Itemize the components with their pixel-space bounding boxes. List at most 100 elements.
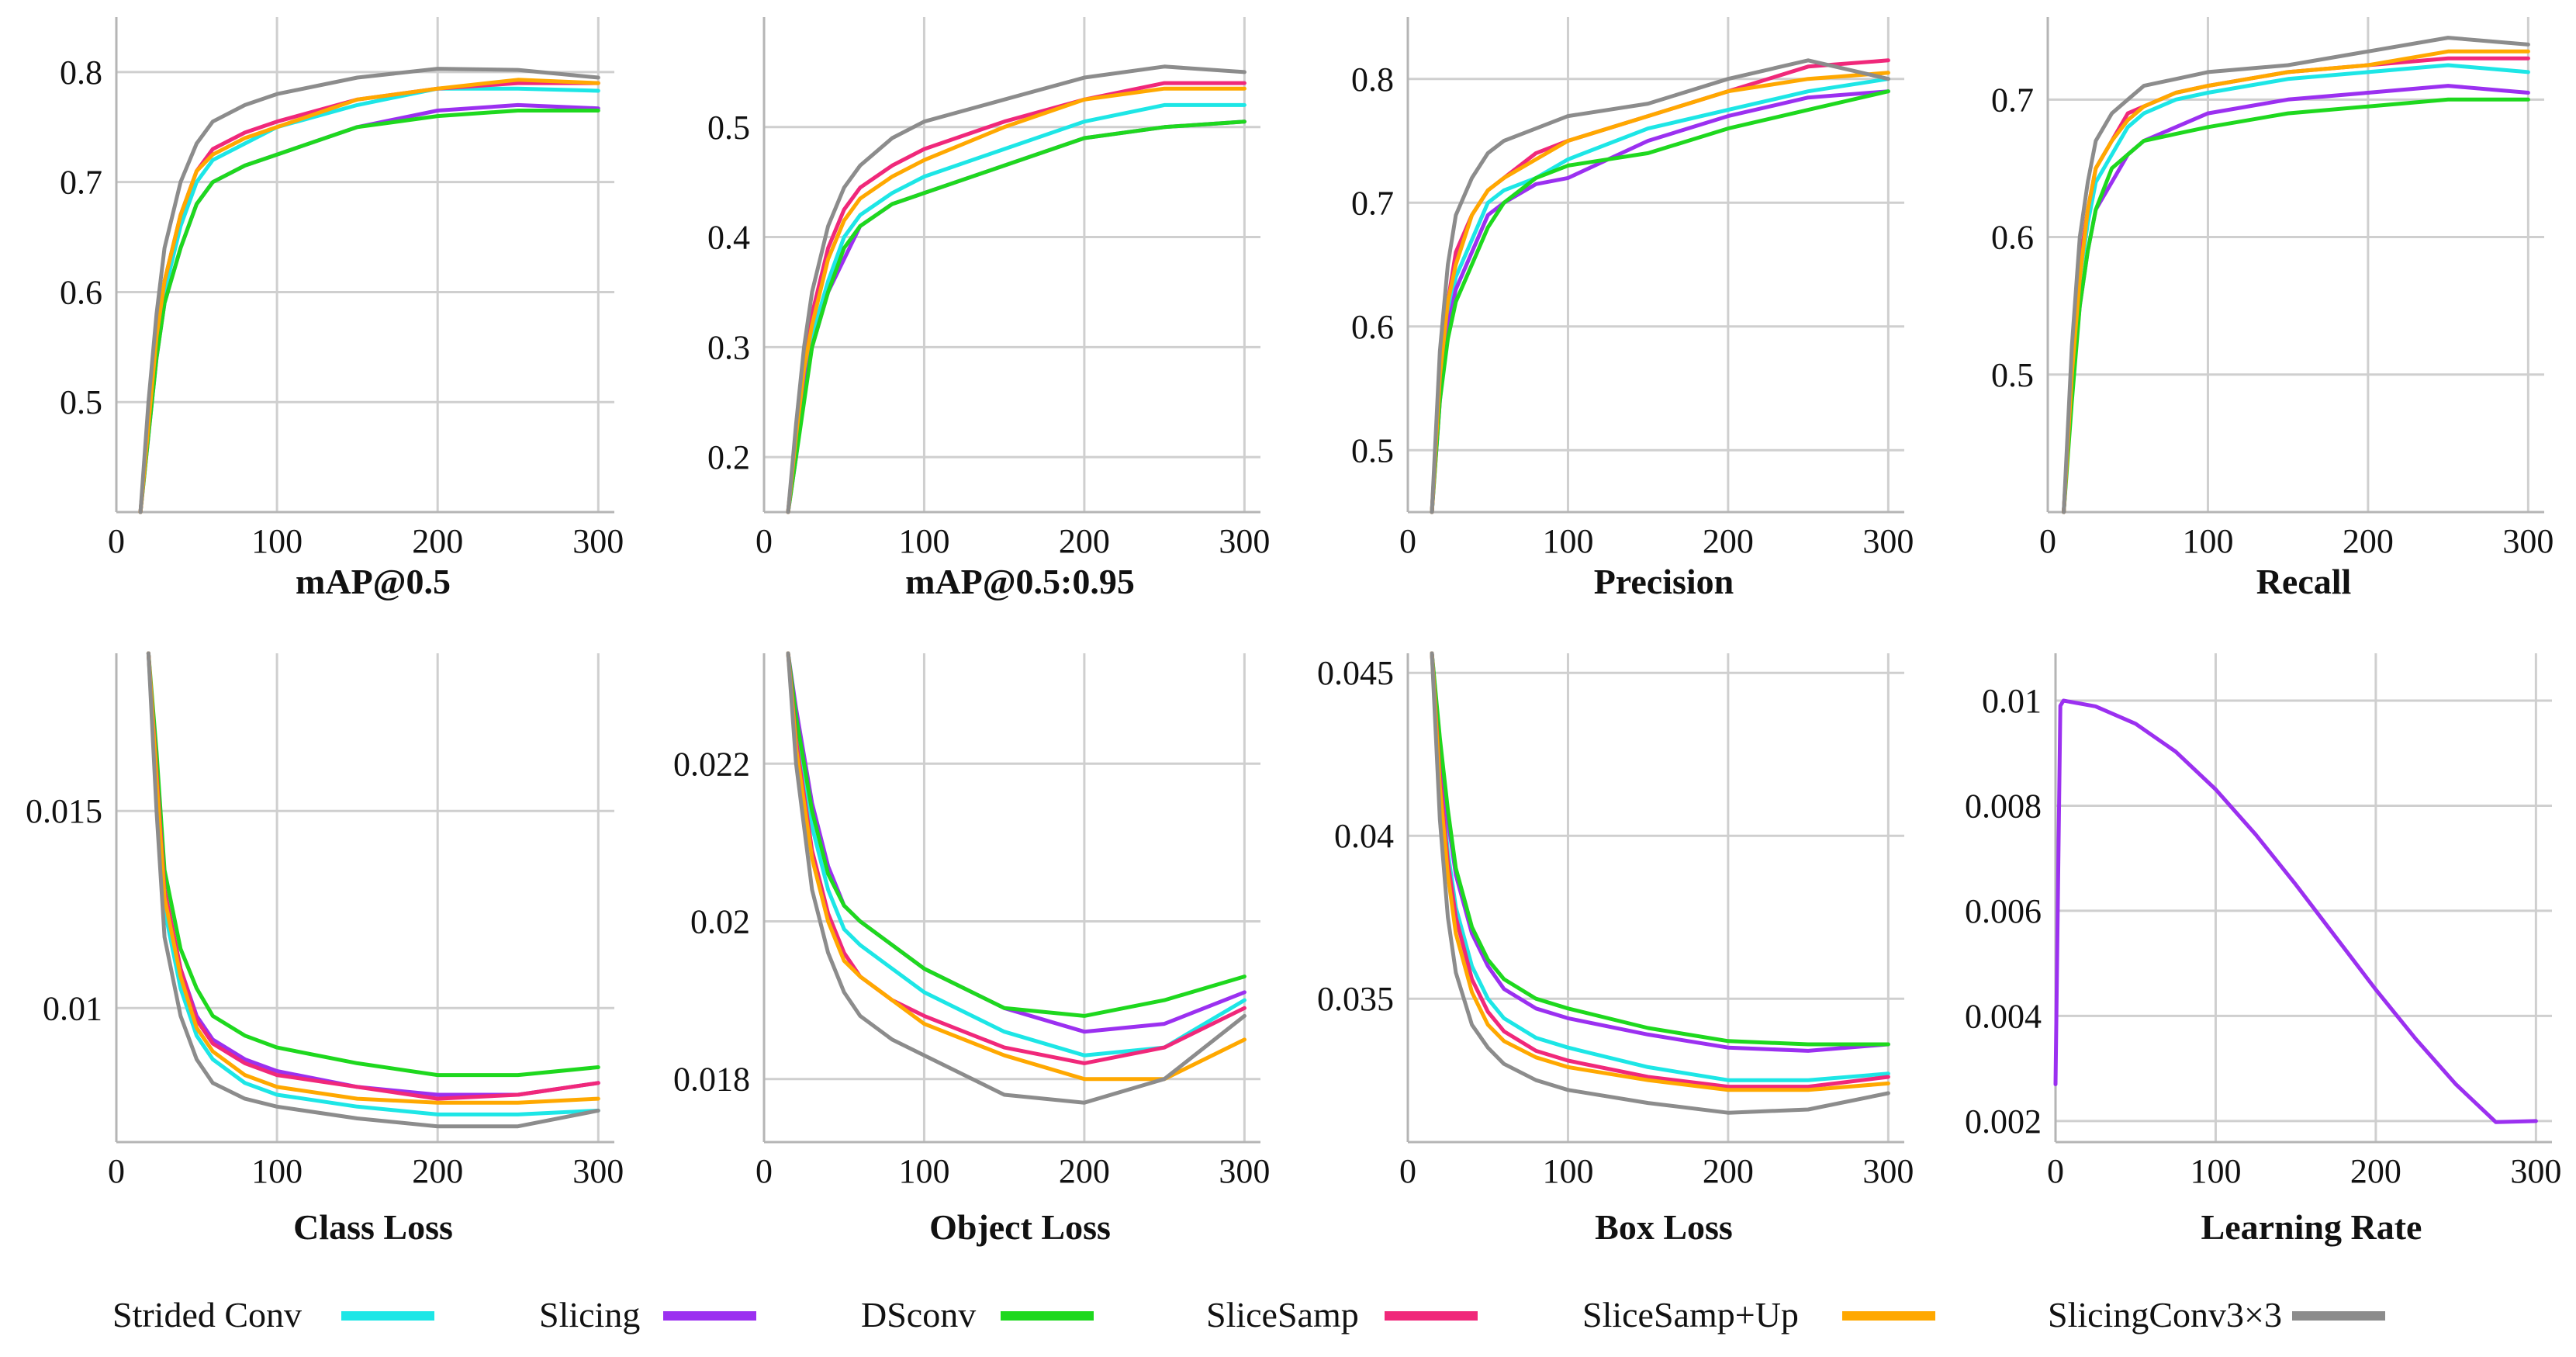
series-line-strided-conv	[786, 102, 1247, 514]
series-line-slicingconv3-3	[1430, 651, 1890, 1115]
x-tick-label: 0	[1399, 1152, 1416, 1190]
x-tick-label: 300	[1862, 1152, 1914, 1190]
series-line-dsconv	[2062, 97, 2530, 514]
x-tick-label: 300	[572, 522, 624, 560]
y-tick-label: 0.5	[1351, 431, 1394, 469]
series-line-dsconv	[1430, 89, 1890, 514]
series-line-slicesamp-up	[1430, 71, 1890, 514]
y-tick-label: 0.035	[1317, 980, 1394, 1018]
y-tick-label: 0.6	[60, 273, 102, 311]
x-tick-label: 100	[1542, 522, 1593, 560]
series-line-strided-conv	[1430, 651, 1890, 1082]
chart-boxloss: 0.035 0.04 0.045 0 100 200 300 Box Loss	[1317, 651, 1914, 1247]
series-line-slicesamp-up	[138, 78, 600, 514]
series-line-slicing	[2053, 698, 2538, 1124]
x-tick-label: 0	[756, 522, 773, 560]
x-tick-label: 0	[2047, 1152, 2064, 1190]
chart-objloss: 0.018 0.02 0.022 0 100 200 300 Object Loss	[673, 651, 1270, 1247]
series-line-slicing	[146, 651, 600, 1097]
legend-item: SlicingConv3×3	[2048, 1295, 2385, 1334]
x-tick-label: 0	[108, 522, 125, 560]
chart-title: Recall	[2256, 562, 2352, 601]
x-tick-label: 300	[1219, 522, 1270, 560]
y-tick-label: 0.7	[60, 164, 102, 202]
legend-item: SliceSamp+Up	[1582, 1295, 1935, 1334]
y-tick-label: 0.7	[1351, 184, 1394, 222]
series-line-strided-conv	[786, 651, 1247, 1058]
x-tick-label: 0	[108, 1152, 125, 1190]
series-line-slicesamp	[786, 81, 1247, 514]
series-line-dsconv	[146, 651, 600, 1078]
series-line-dsconv	[138, 109, 600, 514]
chart-title: Box Loss	[1595, 1207, 1733, 1247]
legend: Strided Conv Slicing DSconv SliceSamp SliceS…	[112, 1295, 2385, 1334]
legend-label: SliceSamp+Up	[1582, 1295, 1799, 1334]
y-tick-label: 0.5	[1991, 356, 2034, 394]
y-tick-label: 0.4	[707, 219, 750, 257]
series-line-slicesamp	[1430, 651, 1890, 1089]
series-line-strided-conv	[2062, 63, 2530, 514]
series-line-slicesamp-up	[2062, 49, 2530, 514]
y-tick-label: 0.3	[707, 328, 750, 366]
y-tick-label: 0.002	[1965, 1103, 2042, 1141]
series-line-slicingconv3-3	[786, 651, 1247, 1105]
x-tick-label: 100	[898, 522, 949, 560]
y-tick-label: 0.7	[1991, 81, 2034, 119]
y-tick-label: 0.5	[60, 383, 102, 421]
y-tick-label: 0.01	[1982, 682, 2042, 720]
legend-label: SliceSamp	[1206, 1295, 1359, 1334]
y-tick-label: 0.022	[673, 745, 750, 783]
chart-clsloss: 0.01 0.015 0 100 200 300 Class Loss	[26, 651, 624, 1247]
x-tick-label: 300	[2502, 522, 2554, 560]
legend-item: SliceSamp	[1206, 1295, 1478, 1334]
y-tick-label: 0.01	[43, 989, 102, 1027]
series-line-slicesamp	[1430, 58, 1890, 514]
y-tick-label: 0.6	[1991, 219, 2034, 257]
y-tick-label: 0.02	[690, 902, 750, 940]
legend-item: DSconv	[861, 1295, 1094, 1334]
series-line-slicing	[1430, 651, 1890, 1053]
series-line-slicing	[1430, 89, 1890, 514]
y-tick-label: 0.8	[60, 54, 102, 92]
series-line-slicingconv3-3	[786, 64, 1247, 514]
x-tick-label: 100	[2182, 522, 2233, 560]
x-tick-label: 300	[1219, 1152, 1270, 1190]
series-line-slicesamp-up	[146, 651, 600, 1105]
x-tick-label: 200	[1703, 1152, 1754, 1190]
y-tick-label: 0.8	[1351, 61, 1394, 99]
series-line-slicesamp	[138, 81, 600, 514]
chart-title: Object Loss	[929, 1207, 1111, 1247]
series-line-slicingconv3-3	[1430, 58, 1890, 514]
y-tick-label: 0.045	[1317, 654, 1394, 692]
series-line-slicesamp	[146, 651, 600, 1101]
x-tick-label: 200	[1703, 522, 1754, 560]
series-line-dsconv	[786, 651, 1247, 1018]
x-tick-label: 200	[412, 1152, 463, 1190]
x-tick-label: 300	[572, 1152, 624, 1190]
x-tick-label: 100	[2190, 1152, 2241, 1190]
y-tick-label: 0.018	[673, 1061, 750, 1099]
x-tick-label: 300	[1862, 522, 1914, 560]
x-tick-label: 200	[1059, 1152, 1110, 1190]
legend-label: Strided Conv	[112, 1295, 302, 1334]
x-tick-label: 200	[1059, 522, 1110, 560]
series-line-slicesamp	[786, 651, 1247, 1065]
chart-map5095: 0.2 0.3 0.4 0.5 0 100 200 300 mAP@0.5:0.95	[707, 17, 1270, 601]
chart-title: Precision	[1594, 562, 1734, 601]
legend-item: Strided Conv	[112, 1295, 434, 1334]
x-tick-label: 100	[251, 1152, 303, 1190]
chart-title: mAP@0.5	[296, 562, 451, 601]
series-line-slicing	[786, 119, 1247, 514]
series-line-slicingconv3-3	[138, 67, 600, 514]
legend-label: DSconv	[861, 1295, 976, 1334]
x-tick-label: 200	[2350, 1152, 2401, 1190]
y-tick-label: 0.015	[26, 792, 102, 830]
y-tick-label: 0.004	[1965, 997, 2042, 1035]
x-tick-label: 100	[251, 522, 303, 560]
x-tick-label: 200	[2343, 522, 2394, 560]
legend-item: Slicing	[539, 1295, 756, 1334]
y-tick-label: 0.008	[1965, 787, 2042, 825]
series-line-dsconv	[786, 119, 1247, 514]
y-tick-label: 0.5	[707, 109, 750, 147]
legend-label: Slicing	[539, 1295, 640, 1334]
